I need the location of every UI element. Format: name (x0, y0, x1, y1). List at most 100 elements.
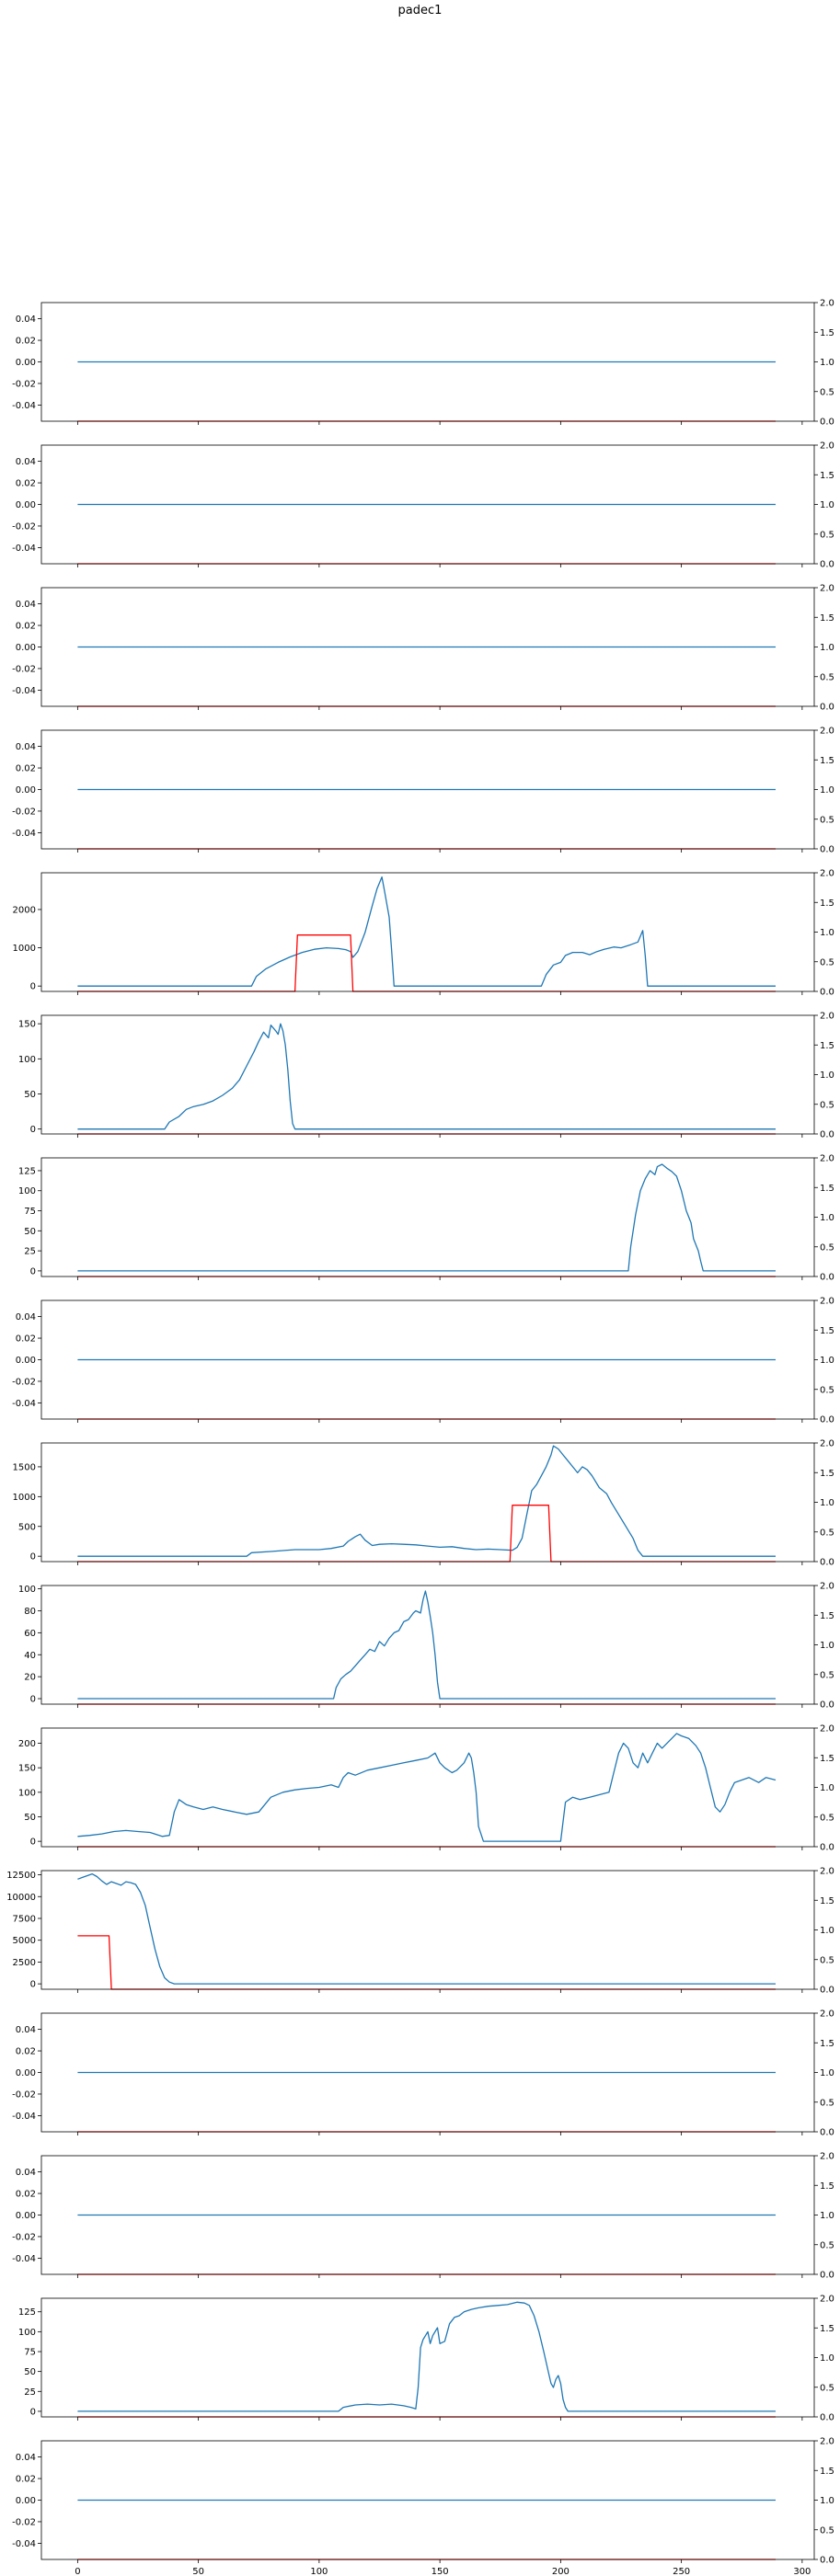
y-tick-label: 125 (18, 2307, 36, 2318)
y2-tick-label: 1.5 (820, 1754, 834, 1764)
y2-tick-label: 1.5 (820, 1041, 834, 1051)
panel-7: 125 100 75 50 25 0 2.0 1.5 1.0 0.5 0.0 (18, 1154, 834, 1283)
y-tick-label: 0.00 (16, 500, 36, 510)
y-tick-label: -0.02 (12, 1377, 36, 1387)
y2-tick-label: 2.0 (820, 2009, 834, 2020)
x-tick-label: 50 (192, 2567, 204, 2576)
y-tick-label: 0.02 (16, 2047, 36, 2057)
y-tick-label: 25 (24, 2387, 36, 2398)
y-tick-label: 1000 (13, 1493, 36, 1503)
y-tick-label: 0.00 (16, 643, 36, 653)
y2-tick-label: 0.0 (820, 1415, 834, 1425)
y-tick-label: 0.02 (16, 764, 36, 774)
y-tick-label: 0.00 (16, 785, 36, 796)
series-line-blue (77, 2301, 776, 2412)
series-line-blue (77, 1163, 776, 1272)
figure-title: padec1 (397, 4, 443, 17)
panel-15: 125 100 75 50 25 0 2.0 1.5 1.0 0.5 0.0 (18, 2295, 834, 2423)
y-tick-label: 1500 (13, 1462, 36, 1472)
y-tick-label: 0 (30, 2407, 36, 2417)
y-tick-label: 0.04 (16, 600, 36, 610)
y-tick-label: 0.04 (16, 2168, 36, 2178)
y2-tick-label: 1.0 (820, 2496, 834, 2506)
y-tick-label: 75 (24, 1207, 36, 1217)
y2-tick-label: 0.0 (820, 418, 834, 428)
y2-tick-label: 2.0 (820, 1012, 834, 1022)
y-tick-label: 20 (24, 1673, 36, 1683)
panel-8: 0.04 0.02 0.00 -0.02 -0.04 2.0 1.5 1.0 0.5 0.0 (12, 1297, 834, 1425)
y2-tick-label: 1.0 (820, 1783, 834, 1793)
y2-tick-label: 2.0 (820, 584, 834, 594)
y2-tick-label: 1.5 (820, 756, 834, 766)
y2-tick-label: 1.0 (820, 2068, 834, 2078)
y-tick-label: 0.00 (16, 1356, 36, 1366)
y2-tick-label: 1.5 (820, 328, 834, 338)
axes-frame (40, 1727, 815, 1848)
y2-tick-label: 2.0 (820, 2437, 834, 2447)
y2-tick-label: 0.5 (820, 2098, 834, 2108)
y-tick-label: -0.02 (12, 379, 36, 389)
y2-tick-label: 0.5 (820, 1813, 834, 1823)
panel-13: 0.04 0.02 0.00 -0.02 -0.04 2.0 1.5 1.0 0.5 0.0 (12, 2009, 834, 2138)
y2-tick-label: 0.5 (820, 387, 834, 397)
y2-tick-label: 2.0 (820, 1154, 834, 1164)
y2-tick-label: 1.5 (820, 471, 834, 481)
y-tick-label: 0.04 (16, 1312, 36, 1322)
panel-1: 0.04 0.02 0.00 -0.02 -0.04 2.0 1.5 1.0 0.5 0.0 (12, 299, 834, 428)
y-tick-label: 0.00 (16, 2068, 36, 2078)
y2-tick-label: 1.5 (820, 1469, 834, 1479)
y2-tick-label: 2.0 (820, 869, 834, 879)
y-tick-label: -0.02 (12, 664, 36, 674)
y-tick-label: 0 (30, 1266, 36, 1277)
y-tick-label: 0.00 (16, 2496, 36, 2506)
y2-tick-label: 1.0 (820, 1213, 834, 1223)
x-tick-label: 0 (75, 2567, 80, 2576)
y2-tick-label: 1.0 (820, 2353, 834, 2364)
y2-tick-label: 0.0 (820, 1558, 834, 1568)
y-tick-label: -0.04 (12, 829, 36, 839)
y-tick-label: 0.04 (16, 457, 36, 467)
y2-tick-label: 0.0 (820, 1700, 834, 1711)
y2-tick-label: 1.0 (820, 2211, 834, 2221)
panel-5: 2000 1000 0 2.0 1.5 1.0 0.5 0.0 (13, 869, 834, 998)
y2-tick-label: 1.5 (820, 1326, 834, 1336)
panel-12: 12500 10000 7500 5000 2500 0 2.0 1.5 1.0 0.5 0.0 (6, 1867, 834, 1996)
y-tick-label: 0.02 (16, 2475, 36, 2485)
y2-tick-label: 1.0 (820, 1641, 834, 1651)
y2-tick-label: 2.0 (820, 441, 834, 452)
y2-tick-label: 1.5 (820, 1611, 834, 1621)
y2-tick-label: 0.0 (820, 1130, 834, 1140)
y2-tick-label: 1.5 (820, 2467, 834, 2477)
y2-tick-label: 0.0 (820, 703, 834, 713)
y-tick-label: 100 (18, 1788, 36, 1798)
y2-tick-label: 0.5 (820, 2525, 834, 2536)
y-tick-label: 0 (30, 1980, 36, 1990)
y2-tick-label: 0.0 (820, 2128, 834, 2138)
y-tick-label: 2000 (13, 905, 36, 915)
y2-tick-label: 2.0 (820, 1867, 834, 1877)
y-tick-label: 7500 (13, 1914, 36, 1924)
y2-tick-label: 0.5 (820, 957, 834, 967)
y-tick-label: -0.02 (12, 807, 36, 817)
y2-tick-label: 1.0 (820, 1926, 834, 1936)
y2-tick-label: 1.0 (820, 1498, 834, 1508)
x-tick-label: 100 (310, 2567, 328, 2576)
series-line-blue (77, 1872, 776, 1985)
y2-tick-label: 1.0 (820, 785, 834, 796)
y2-tick-label: 0.0 (820, 2413, 834, 2423)
series-line-blue (77, 1590, 776, 1700)
y-tick-label: 125 (18, 1166, 36, 1176)
y-tick-label: 80 (24, 1607, 36, 1617)
y2-tick-label: 0.5 (820, 672, 834, 682)
y2-tick-label: 2.0 (820, 2152, 834, 2162)
axes-frame (40, 1442, 815, 1563)
y-tick-label: 60 (24, 1629, 36, 1639)
y-tick-label: 75 (24, 2348, 36, 2358)
y2-tick-label: 1.0 (820, 358, 834, 368)
axes-frame (40, 1157, 815, 1277)
y-tick-label: 50 (24, 1090, 36, 1100)
y-tick-label: -0.04 (12, 2112, 36, 2122)
y-tick-label: 0.02 (16, 1334, 36, 1345)
series-line-red (77, 1505, 776, 1563)
